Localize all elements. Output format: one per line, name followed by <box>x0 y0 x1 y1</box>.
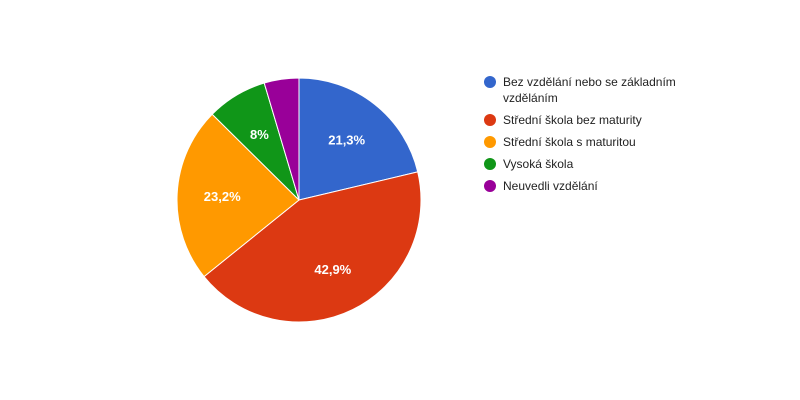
slice-label-4: 8% <box>250 127 269 142</box>
legend-swatch-3 <box>484 136 496 148</box>
legend-entry-4[interactable]: Vysoká škola <box>484 156 704 172</box>
pie-slice-3[interactable] <box>176 113 300 278</box>
legend-swatch-5 <box>484 180 496 192</box>
legend-swatch-4 <box>484 158 496 170</box>
slice-label-2: 42,9% <box>314 262 351 277</box>
chart-legend: Bez vzdělání nebo se základním vzděláním… <box>484 74 704 200</box>
legend-label-4: Vysoká škola <box>503 157 574 171</box>
slice-label-1: 21,3% <box>328 133 365 148</box>
legend-label-5: Neuvedli vzdělání <box>503 179 598 193</box>
pie-slice-5[interactable] <box>263 77 300 201</box>
legend-entry-1[interactable]: Bez vzdělání nebo se základním vzděláním <box>484 74 704 106</box>
legend-swatch-1 <box>484 76 496 88</box>
legend-label-1: Bez vzdělání nebo se základním vzděláním <box>503 75 676 105</box>
slice-label-3: 23,2% <box>204 189 241 204</box>
legend-swatch-2 <box>484 114 496 126</box>
pie-slice-1[interactable] <box>298 77 419 201</box>
legend-entry-2[interactable]: Střední škola bez maturity <box>484 112 704 128</box>
pie-slice-2[interactable] <box>203 171 422 323</box>
legend-label-3: Střední škola s maturitou <box>503 135 636 149</box>
legend-label-2: Střední škola bez maturity <box>503 113 642 127</box>
legend-entry-5[interactable]: Neuvedli vzdělání <box>484 178 704 194</box>
legend-entry-3[interactable]: Střední škola s maturitou <box>484 134 704 150</box>
